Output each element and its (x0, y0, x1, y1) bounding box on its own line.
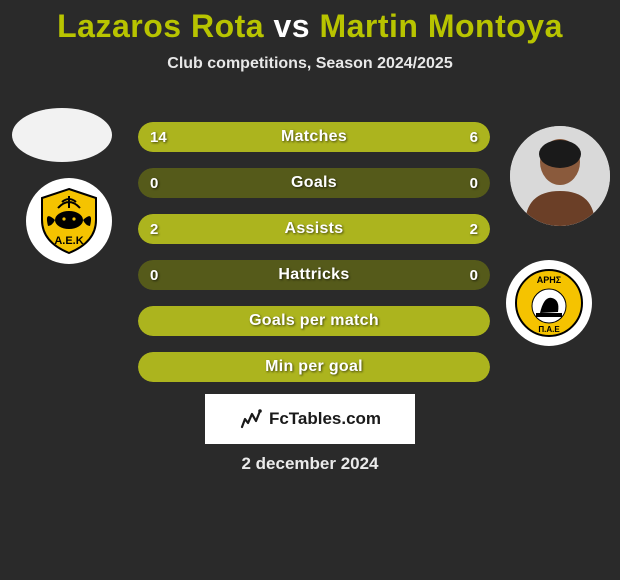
stat-row-goals-per-match: Goals per match (138, 306, 490, 336)
stat-value-left: 14 (150, 122, 167, 152)
player2-club-badge: ΑΡΗΣ Π.Α.Ε (506, 260, 592, 346)
stat-value-right: 6 (470, 122, 478, 152)
person-icon (510, 126, 610, 226)
stat-row-assists: Assists2 2 (138, 214, 490, 244)
stat-row-goals: Goals0 0 (138, 168, 490, 198)
comparison-title: Lazaros Rota vs Martin Montoya (0, 0, 620, 45)
player1-avatar (12, 108, 112, 162)
title-vs: vs (264, 8, 319, 44)
aek-badge-icon: A.E.K (34, 186, 104, 256)
player1-club-badge: A.E.K (26, 178, 112, 264)
comparison-subtitle: Club competitions, Season 2024/2025 (0, 55, 620, 73)
stat-value-right: 0 (470, 260, 478, 290)
stat-value-left: 0 (150, 168, 158, 198)
snapshot-date: 2 december 2024 (0, 454, 620, 474)
stat-label: Matches (138, 122, 490, 152)
player2-avatar (510, 126, 610, 226)
svg-text:A.E.K: A.E.K (54, 235, 83, 247)
stat-value-right: 0 (470, 168, 478, 198)
title-player2: Martin Montoya (319, 8, 562, 44)
stat-row-matches: Matches14 6 (138, 122, 490, 152)
stat-label: Hattricks (138, 260, 490, 290)
stat-bars: Matches146Goals00Assists22Hattricks00Goa… (138, 122, 490, 398)
stat-label: Goals per match (138, 306, 490, 336)
stat-label: Goals (138, 168, 490, 198)
stat-value-left: 0 (150, 260, 158, 290)
stat-value-left: 2 (150, 214, 158, 244)
title-player1: Lazaros Rota (57, 8, 264, 44)
attribution-text: FcTables.com (269, 409, 381, 429)
stat-value-right: 2 (470, 214, 478, 244)
stat-row-min-per-goal: Min per goal (138, 352, 490, 382)
svg-text:Π.Α.Ε: Π.Α.Ε (538, 325, 560, 334)
stat-label: Min per goal (138, 352, 490, 382)
stat-row-hattricks: Hattricks0 0 (138, 260, 490, 290)
fctables-logo-icon (239, 407, 263, 431)
stat-label: Assists (138, 214, 490, 244)
attribution-box: FcTables.com (205, 394, 415, 444)
svg-text:ΑΡΗΣ: ΑΡΗΣ (537, 275, 562, 285)
aris-badge-icon: ΑΡΗΣ Π.Α.Ε (514, 268, 584, 338)
